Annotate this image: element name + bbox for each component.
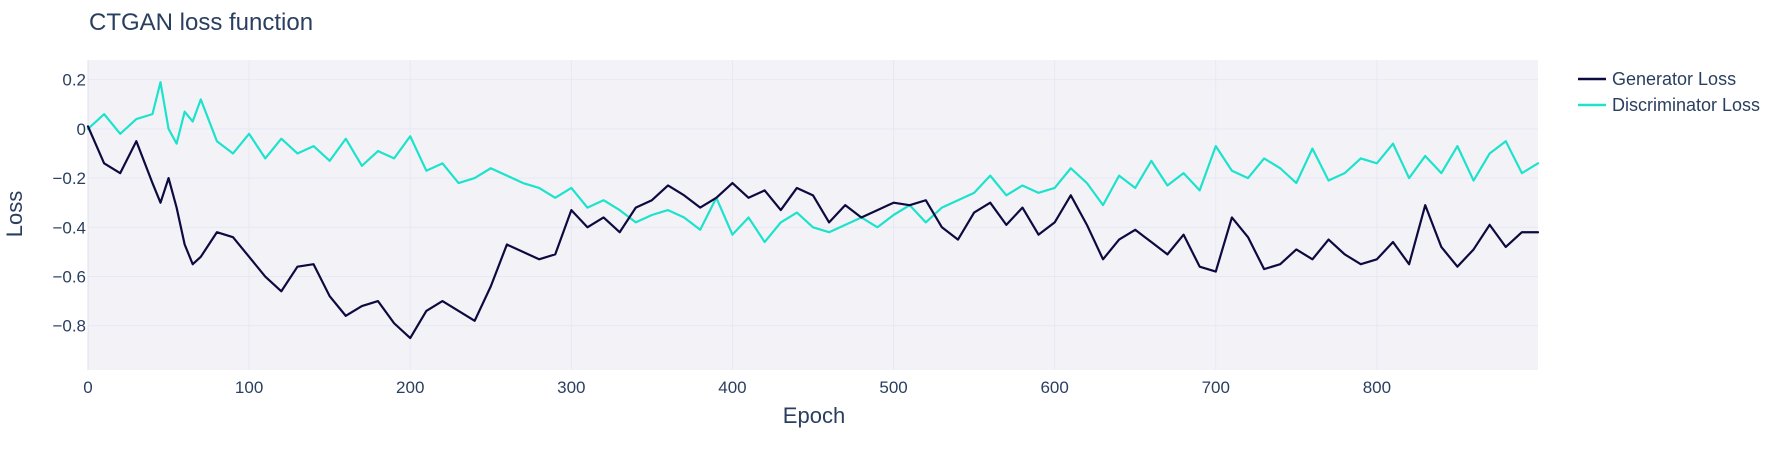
plot-area — [88, 60, 1538, 370]
series-lines — [86, 81, 1540, 340]
y-tick-label: −0.2 — [52, 169, 86, 188]
x-tick-label: 100 — [235, 378, 263, 397]
y-tick-label: 0.2 — [62, 71, 86, 90]
generator-loss-line — [86, 125, 1540, 340]
x-tick-label: 400 — [718, 378, 746, 397]
y-axis-title: Loss — [2, 191, 27, 237]
y-tick-label: −0.6 — [52, 268, 86, 287]
legend: Generator Loss Discriminator Loss — [1578, 69, 1760, 115]
x-tick-label: 200 — [396, 378, 424, 397]
y-tick-label: −0.8 — [52, 317, 86, 336]
x-tick-label: 0 — [83, 378, 92, 397]
y-tick-label: 0 — [77, 120, 86, 139]
x-tick-label: 300 — [557, 378, 585, 397]
x-tick-label: 500 — [879, 378, 907, 397]
x-tick-label: 600 — [1040, 378, 1068, 397]
x-tick-label: 800 — [1363, 378, 1391, 397]
y-tick-label: −0.4 — [52, 218, 86, 237]
grid-lines — [87, 60, 1538, 370]
discriminator-legend-label: Discriminator Loss — [1612, 95, 1760, 115]
generator-legend-label: Generator Loss — [1612, 69, 1736, 89]
chart-title: CTGAN loss function — [89, 9, 313, 36]
axis-ticks: 0 100 200 300 400 500 600 700 800 0.2 0 −0.2 −0.4 −0.… — [52, 71, 1391, 397]
x-axis-title: Epoch — [783, 403, 845, 428]
discriminator-loss-line — [86, 81, 1540, 244]
x-tick-label: 700 — [1202, 378, 1230, 397]
